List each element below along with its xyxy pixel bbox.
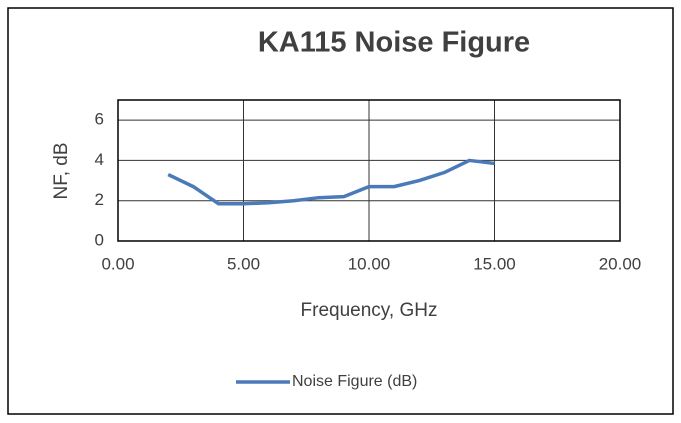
y-tick-label: 0 <box>95 230 104 249</box>
x-tick-label: 0.00 <box>101 254 134 273</box>
y-tick-label: 4 <box>95 150 104 169</box>
chart-border <box>7 7 674 415</box>
y-axis-label: NF, dB <box>51 142 72 199</box>
data-line <box>167 158 495 206</box>
chart-title: KA115 Noise Figure <box>258 27 530 59</box>
plot-border <box>117 99 621 242</box>
x-axis-label: Frequency, GHz <box>301 300 438 321</box>
x-tick-label: 5.00 <box>227 254 260 273</box>
y-tick-label: 2 <box>95 190 104 209</box>
x-tick-label: 15.00 <box>473 254 516 273</box>
x-tick-label: 10.00 <box>348 254 391 273</box>
y-tick-label: 6 <box>95 110 104 129</box>
legend-label: Noise Figure (dB) <box>292 373 417 390</box>
x-tick-label: 20.00 <box>599 254 642 273</box>
